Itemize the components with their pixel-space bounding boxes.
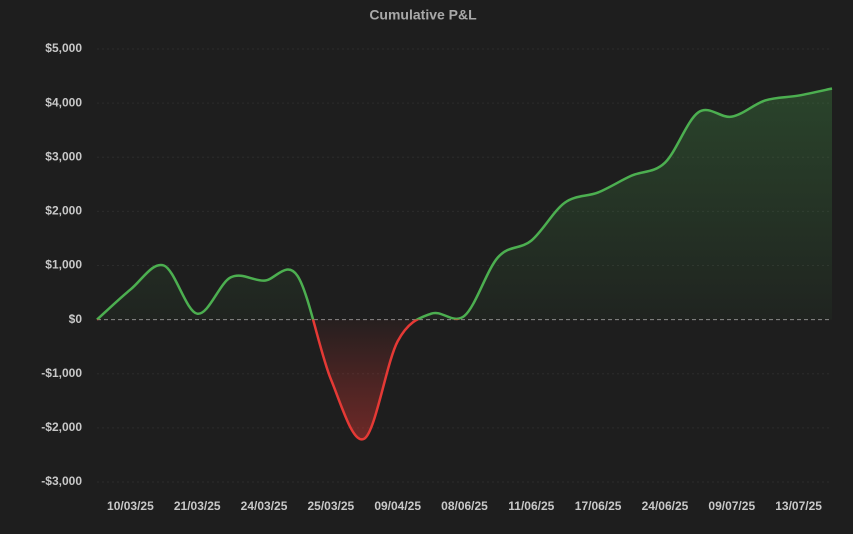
x-tick-label: 21/03/25 — [174, 499, 221, 513]
chart-title: Cumulative P&L — [369, 7, 477, 23]
line — [96, 87, 833, 441]
x-tick-label: 09/04/25 — [374, 499, 421, 513]
y-tick-label: -$2,000 — [41, 420, 82, 434]
y-tick-label: $4,000 — [45, 95, 82, 109]
x-tick-label: 24/06/25 — [642, 499, 689, 513]
x-tick-label: 08/06/25 — [441, 499, 488, 513]
area — [97, 88, 832, 440]
y-tick-label: -$3,000 — [41, 474, 82, 488]
x-tick-label: 24/03/25 — [241, 499, 288, 513]
x-tick-label: 17/06/25 — [575, 499, 622, 513]
y-tick-label: $2,000 — [45, 204, 82, 218]
x-tick-label: 25/03/25 — [308, 499, 355, 513]
x-tick-label: 13/07/25 — [775, 499, 822, 513]
x-tick-label: 10/03/25 — [107, 499, 154, 513]
x-tick-label: 09/07/25 — [708, 499, 755, 513]
y-tick-label: $1,000 — [45, 258, 82, 272]
y-tick-label: $5,000 — [45, 41, 82, 55]
y-tick-label: $3,000 — [45, 149, 82, 163]
y-tick-label: -$1,000 — [41, 366, 82, 380]
y-tick-label: $0 — [69, 312, 83, 326]
x-tick-label: 11/06/25 — [508, 499, 554, 513]
